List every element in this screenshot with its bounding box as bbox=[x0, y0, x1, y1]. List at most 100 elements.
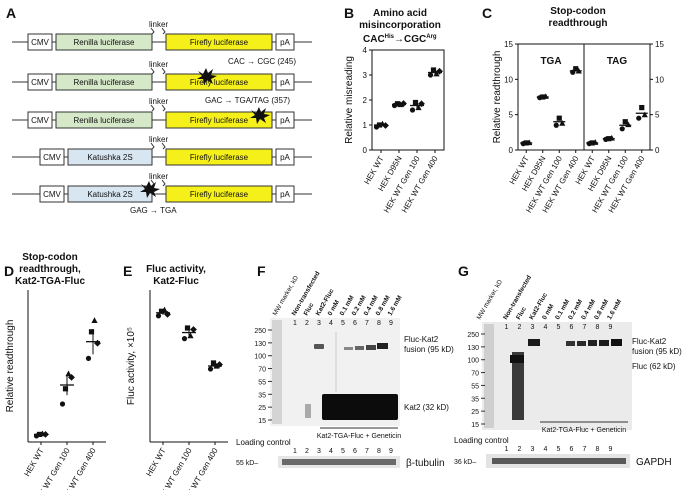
mw-value: 15 bbox=[471, 422, 479, 429]
mw-value: 25 bbox=[258, 405, 266, 412]
data-point bbox=[181, 336, 188, 342]
y-tick-label: 5 bbox=[509, 111, 514, 120]
data-point bbox=[400, 100, 407, 107]
construct-1: CMV Renilla luciferase Firefly luciferas… bbox=[12, 20, 312, 51]
mw-value: 250 bbox=[467, 332, 479, 339]
lc-lane-number: 6 bbox=[570, 446, 574, 453]
data-point bbox=[91, 317, 98, 323]
lane-label: Fluc bbox=[303, 302, 316, 317]
lc-lane-number: 8 bbox=[596, 446, 600, 453]
group-label-tag: TAG bbox=[607, 56, 628, 67]
panel-label-g: G bbox=[458, 263, 469, 279]
pa-label: pA bbox=[280, 190, 290, 199]
b-title-1: Amino acid bbox=[373, 8, 427, 19]
c-title-2: readthrough bbox=[549, 18, 608, 29]
lc-lane-number: 6 bbox=[353, 448, 357, 455]
data-point bbox=[158, 308, 165, 314]
c-title-1: Stop-codon bbox=[550, 6, 606, 17]
band-fusion bbox=[314, 344, 324, 349]
cmv-label: CMV bbox=[31, 38, 49, 47]
lc-lane-number: 4 bbox=[544, 446, 548, 453]
linker-label: linker bbox=[149, 172, 168, 181]
panel-label-b: B bbox=[344, 5, 354, 21]
d-title-3: Kat2-TGA-Fluc bbox=[15, 276, 85, 287]
pa-label: pA bbox=[280, 116, 290, 125]
data-point bbox=[619, 126, 625, 132]
linker-label: linker bbox=[149, 135, 168, 144]
x-tick-label: HEK WT bbox=[22, 446, 45, 478]
mw-value: 35 bbox=[258, 392, 266, 399]
lane-number: 3 bbox=[531, 324, 535, 331]
mw-value: 100 bbox=[254, 354, 266, 361]
firefly-label: Firefly luciferase bbox=[190, 78, 249, 87]
lc-mw-label: 36 kD– bbox=[454, 459, 476, 466]
data-point bbox=[433, 70, 440, 77]
firefly-label: Firefly luciferase bbox=[190, 116, 249, 125]
treatment-label: Kat2-TGA-Fluc + Geneticin bbox=[542, 427, 626, 434]
loading-control-label: Loading control bbox=[236, 438, 291, 447]
firefly-label: Firefly luciferase bbox=[190, 190, 249, 199]
data-point bbox=[59, 401, 66, 407]
lc-lane-number: 7 bbox=[583, 446, 587, 453]
y-tick-label: 10 bbox=[504, 75, 513, 84]
construct-3: CMV Renilla luciferase Firefly luciferas… bbox=[12, 96, 312, 129]
data-point bbox=[155, 313, 162, 319]
data-point bbox=[184, 325, 191, 331]
d-title-1: Stop-codon bbox=[22, 252, 78, 263]
data-point bbox=[636, 115, 642, 121]
mw-marker-label: MW marker, kD bbox=[476, 278, 505, 321]
data-point bbox=[412, 99, 419, 106]
lc-lane-number: 5 bbox=[557, 446, 561, 453]
lc-lane-number: 1 bbox=[293, 448, 297, 455]
mw-value: 70 bbox=[258, 367, 266, 374]
y-tick-label: 0 bbox=[509, 146, 514, 155]
data-point bbox=[187, 332, 194, 339]
y-axis-label: Relative misreading bbox=[344, 56, 355, 144]
data-point bbox=[556, 115, 562, 121]
linker-label: linker bbox=[149, 20, 168, 29]
pa-label: pA bbox=[280, 78, 290, 87]
cmv-label: CMV bbox=[31, 78, 49, 87]
data-point bbox=[418, 100, 425, 108]
renilla-label: Renilla luciferase bbox=[74, 116, 135, 125]
data-point bbox=[436, 67, 443, 75]
lc-lane-number: 5 bbox=[341, 448, 345, 455]
firefly-label: Firefly luciferase bbox=[190, 153, 249, 162]
lane-number: 5 bbox=[557, 324, 561, 331]
data-point bbox=[65, 370, 72, 377]
lane-label: 0 mM bbox=[541, 303, 555, 321]
band-tubulin bbox=[282, 459, 396, 465]
data-point bbox=[430, 67, 437, 73]
lc-lane-number: 7 bbox=[365, 448, 369, 455]
data-point bbox=[394, 101, 401, 107]
lc-lane-number: 8 bbox=[377, 448, 381, 455]
pa-label: pA bbox=[280, 38, 290, 47]
mw-value: 55 bbox=[258, 379, 266, 386]
firefly-label: Firefly luciferase bbox=[190, 38, 249, 47]
lane-number: 3 bbox=[317, 320, 321, 327]
lane-number: 4 bbox=[329, 320, 333, 327]
y-tick-label: 2 bbox=[363, 96, 368, 105]
band-label-fusion-2: fusion (95 kD) bbox=[632, 347, 682, 356]
lane-number: 1 bbox=[505, 324, 509, 331]
e-title-2: Kat2-Fluc bbox=[153, 276, 199, 287]
data-point bbox=[85, 355, 92, 361]
renilla-label: Renilla luciferase bbox=[74, 78, 135, 87]
y-axis-label: Fluc activity, ×10⁵ bbox=[126, 327, 137, 405]
band-kat2 bbox=[322, 394, 398, 420]
lane-number: 8 bbox=[377, 320, 381, 327]
data-point bbox=[68, 374, 75, 381]
lc-mw-label: 55 kD– bbox=[236, 460, 258, 467]
pa-label: pA bbox=[280, 153, 290, 162]
y-tick-label: 0 bbox=[363, 146, 368, 155]
data-point bbox=[559, 120, 566, 126]
lane-number: 5 bbox=[341, 320, 345, 327]
data-point bbox=[62, 386, 69, 392]
western-blot-f: MW marker, kD Fluc-Kat2 fusion (95 kD) K… bbox=[236, 270, 454, 469]
y-tick-label: 15 bbox=[504, 40, 513, 49]
band-label-kat2: Kat2 (32 kD) bbox=[404, 403, 449, 412]
lc-lane-number: 3 bbox=[317, 448, 321, 455]
